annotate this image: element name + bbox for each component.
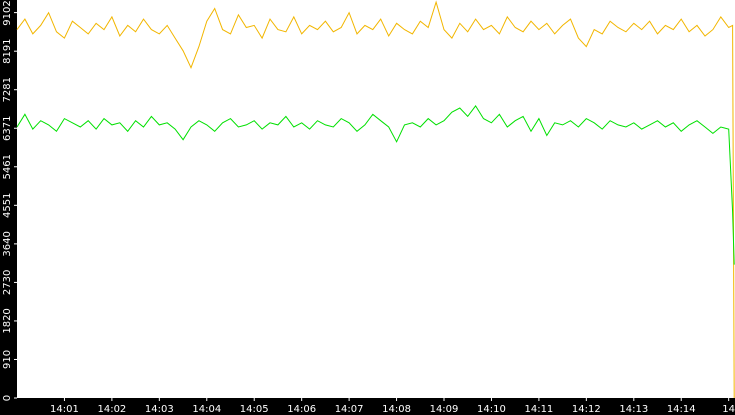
series-line bbox=[16, 105, 735, 265]
series-line bbox=[16, 0, 735, 399]
y-tick-label: 7281 bbox=[2, 77, 13, 102]
x-tick-label: 14:07 bbox=[335, 404, 364, 415]
y-tick-label: 3640 bbox=[2, 231, 13, 256]
y-tick-label: 4551 bbox=[2, 193, 13, 218]
x-tick-label: 14:14 bbox=[667, 404, 696, 415]
x-tick-label: 14:08 bbox=[382, 404, 411, 415]
x-tick-label: 14:05 bbox=[240, 404, 269, 415]
y-tick-label: 8191 bbox=[2, 38, 13, 63]
y-tick-label: 6371 bbox=[2, 116, 13, 141]
y-tick-label: 910 bbox=[2, 350, 13, 369]
x-tick-label: 14:01 bbox=[50, 404, 79, 415]
x-tick-label: 14:11 bbox=[524, 404, 553, 415]
x-tick-label: 14:10 bbox=[477, 404, 506, 415]
x-tick-label: 14:09 bbox=[430, 404, 459, 415]
x-tick-label: 14:06 bbox=[287, 404, 316, 415]
y-tick-label: 2730 bbox=[2, 270, 13, 295]
x-tick-label: 14:03 bbox=[145, 404, 174, 415]
x-tick-label: 14:04 bbox=[192, 404, 221, 415]
x-tick-label: 14 bbox=[722, 404, 735, 415]
x-tick-label: 14:12 bbox=[572, 404, 601, 415]
y-tick-label: 1820 bbox=[2, 308, 13, 333]
y-tick-label: 5461 bbox=[2, 154, 13, 179]
x-axis-band bbox=[0, 398, 735, 415]
x-tick-label: 14:13 bbox=[619, 404, 648, 415]
y-axis-band bbox=[0, 0, 17, 415]
y-tick-label: 9102 bbox=[2, 0, 13, 25]
y-tick-label: 0 bbox=[2, 395, 13, 401]
x-tick-label: 14:02 bbox=[97, 404, 126, 415]
